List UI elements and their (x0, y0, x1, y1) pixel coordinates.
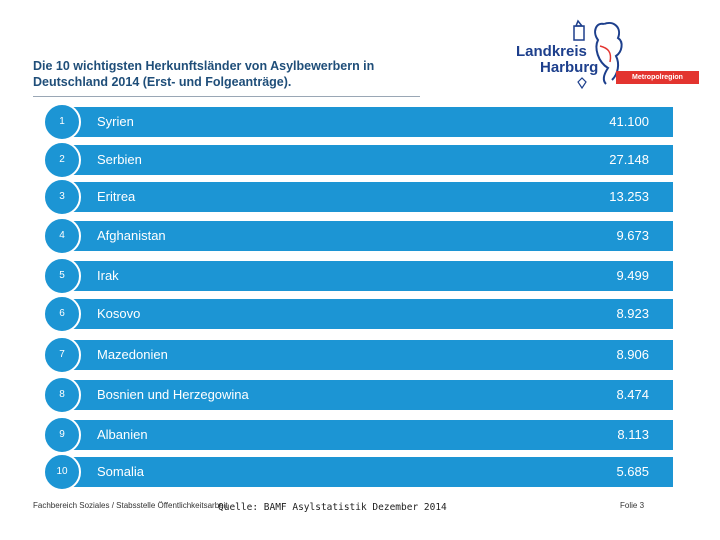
rank-badge: 8 (43, 376, 81, 414)
country-name: Mazedonien (97, 347, 168, 362)
ranking-row: Albanien 8.113 (66, 420, 673, 450)
ranking-row: Kosovo 8.923 (66, 299, 673, 329)
applicant-count: 13.253 (609, 189, 649, 204)
rank-badge: 6 (43, 295, 81, 333)
ranking-row: Afghanistan 9.673 (66, 221, 673, 251)
country-name: Afghanistan (97, 228, 166, 243)
country-name: Serbien (97, 152, 142, 167)
applicant-count: 8.923 (616, 306, 649, 321)
applicant-count: 41.100 (609, 114, 649, 129)
country-name: Irak (97, 268, 119, 283)
applicant-count: 9.499 (616, 268, 649, 283)
ranking-row: Eritrea 13.253 (66, 182, 673, 212)
country-name: Kosovo (97, 306, 141, 321)
rank-badge: 3 (43, 178, 81, 216)
applicant-count: 8.906 (616, 347, 649, 362)
ranking-row: Syrien 41.100 (66, 107, 673, 137)
landkreis-harburg-logo: Landkreis Harburg Metropolregion Hamburg (516, 18, 701, 98)
ranking-row: Serbien 27.148 (66, 145, 673, 175)
ranking-row: Somalia 5.685 (66, 457, 673, 487)
slide-title: Die 10 wichtigsten Herkunftsländer von A… (33, 58, 453, 90)
ranking-row: Irak 9.499 (66, 261, 673, 291)
rank-badge: 7 (43, 336, 81, 374)
rank-badge: 4 (43, 217, 81, 255)
logo-text-landkreis: Landkreis (516, 43, 587, 60)
coat-of-arms-lion-icon (573, 19, 623, 90)
country-name: Syrien (97, 114, 134, 129)
rank-badge: 10 (43, 453, 81, 491)
country-name: Bosnien und Herzegowina (97, 387, 249, 402)
applicant-count: 27.148 (609, 152, 649, 167)
footer-page-number: Folie 3 (620, 501, 645, 510)
rank-badge: 2 (43, 141, 81, 179)
rank-badge: 9 (43, 416, 81, 454)
applicant-count: 9.673 (616, 228, 649, 243)
footer-department: Fachbereich Soziales / Stabsstelle Öffen… (33, 501, 228, 510)
applicant-count: 8.113 (617, 427, 649, 442)
rank-badge: 5 (43, 257, 81, 295)
title-divider (33, 96, 420, 97)
applicant-count: 5.685 (616, 464, 649, 479)
ranking-row: Bosnien und Herzegowina 8.474 (66, 380, 673, 410)
ranking-row: Mazedonien 8.906 (66, 340, 673, 370)
slide-title-line-1: Die 10 wichtigsten Herkunftsländer von A… (33, 59, 375, 73)
country-name: Albanien (97, 427, 148, 442)
logo-tagline: Metropolregion Hamburg (616, 71, 699, 94)
rank-badge: 1 (43, 103, 81, 141)
country-name: Somalia (97, 464, 144, 479)
logo-text-harburg: Harburg (540, 59, 599, 76)
country-name: Eritrea (97, 189, 136, 204)
applicant-count: 8.474 (616, 387, 649, 402)
slide-title-line-2: Deutschland 2014 (Erst- und Folgeanträge… (33, 75, 292, 89)
footer-source: Quelle: BAMF Asylstatistik Dezember 2014 (218, 502, 447, 513)
